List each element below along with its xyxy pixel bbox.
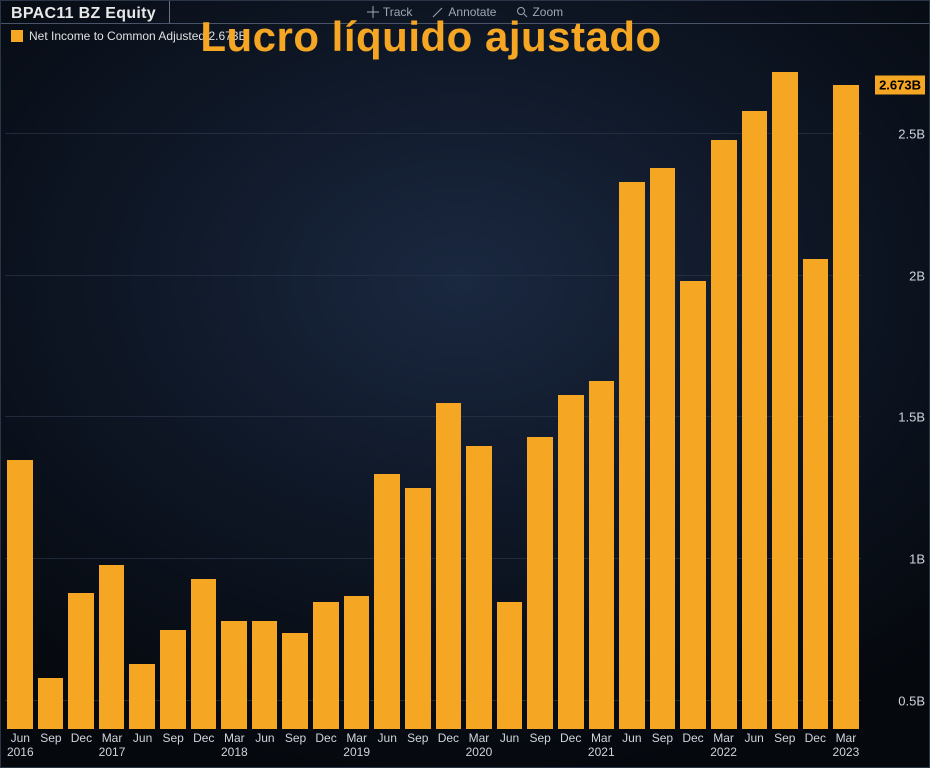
y-axis-callout: 2.673B — [875, 75, 925, 94]
x-tick-label: Mar2023 — [831, 729, 862, 767]
x-tick-label: Jun2016 — [5, 729, 36, 767]
bar[interactable] — [129, 664, 155, 729]
bar[interactable] — [68, 593, 94, 729]
x-tick-label: Mar2022 — [708, 729, 739, 767]
x-tick-label: Mar2020 — [464, 729, 495, 767]
y-tick-label: 1.5B — [898, 410, 925, 425]
x-tick-label: Mar2021 — [586, 729, 617, 767]
bar[interactable] — [772, 72, 798, 729]
x-tick-label: Mar2018 — [219, 729, 250, 767]
x-tick-label: Dec — [678, 729, 709, 767]
bar[interactable] — [680, 281, 706, 729]
x-tick-label: Jun — [739, 729, 770, 767]
bar[interactable] — [191, 579, 217, 729]
bar[interactable] — [833, 85, 859, 729]
bar[interactable] — [558, 395, 584, 729]
bars-container — [5, 49, 861, 729]
x-tick-label: Dec — [311, 729, 342, 767]
x-tick-label: Jun — [494, 729, 525, 767]
x-tick-label: Sep — [280, 729, 311, 767]
bar[interactable] — [282, 633, 308, 729]
terminal-chart: BPAC11 BZ Equity Track Annotate Zoom Net… — [0, 0, 930, 768]
x-tick-label: Jun — [127, 729, 158, 767]
bar[interactable] — [160, 630, 186, 729]
y-axis: 0.5B 1B 1.5B 2B 2.5B 2.673B — [865, 49, 925, 729]
y-tick-label: 2.5B — [898, 127, 925, 142]
bar[interactable] — [527, 437, 553, 729]
x-tick-label: Jun — [372, 729, 403, 767]
x-tick-label: Dec — [555, 729, 586, 767]
x-tick-label: Jun — [250, 729, 281, 767]
x-tick-label: Sep — [403, 729, 434, 767]
y-tick-label: 2B — [909, 268, 925, 283]
x-tick-label: Sep — [525, 729, 556, 767]
x-axis: Jun2016SepDecMar2017JunSepDecMar2018JunS… — [5, 729, 861, 767]
x-tick-label: Sep — [769, 729, 800, 767]
bar[interactable] — [803, 259, 829, 729]
bar[interactable] — [711, 140, 737, 729]
bar[interactable] — [619, 182, 645, 729]
x-tick-label: Dec — [188, 729, 219, 767]
bar[interactable] — [99, 565, 125, 729]
bar[interactable] — [497, 602, 523, 730]
y-tick-label: 0.5B — [898, 693, 925, 708]
bar[interactable] — [7, 460, 33, 729]
bar[interactable] — [405, 488, 431, 729]
bar[interactable] — [313, 602, 339, 730]
bar[interactable] — [221, 621, 247, 729]
bar[interactable] — [742, 111, 768, 729]
x-tick-label: Mar2019 — [341, 729, 372, 767]
bar[interactable] — [38, 678, 64, 729]
x-tick-label: Sep — [158, 729, 189, 767]
x-tick-label: Mar2017 — [97, 729, 128, 767]
x-tick-label: Sep — [36, 729, 67, 767]
x-tick-label: Jun — [617, 729, 648, 767]
x-tick-label: Dec — [433, 729, 464, 767]
bar[interactable] — [650, 168, 676, 729]
x-tick-label: Dec — [800, 729, 831, 767]
bar[interactable] — [466, 446, 492, 729]
bar[interactable] — [344, 596, 370, 729]
bar[interactable] — [436, 403, 462, 729]
x-tick-label: Dec — [66, 729, 97, 767]
bar[interactable] — [589, 381, 615, 730]
y-tick-label: 1B — [909, 552, 925, 567]
bar[interactable] — [374, 474, 400, 729]
x-tick-label: Sep — [647, 729, 678, 767]
plot-area[interactable] — [5, 49, 861, 729]
bar[interactable] — [252, 621, 278, 729]
